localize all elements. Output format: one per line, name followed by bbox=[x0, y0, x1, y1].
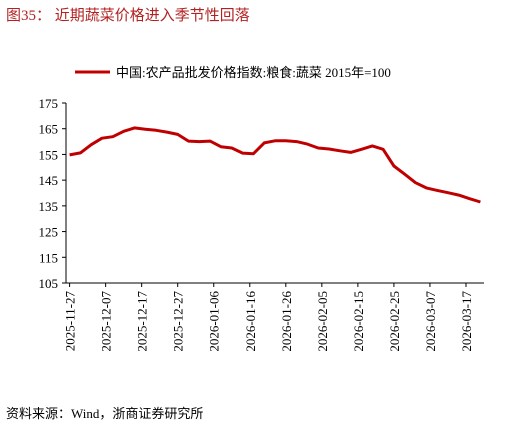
y-tick-label: 115 bbox=[39, 250, 58, 265]
series-line bbox=[69, 126, 481, 204]
x-tick-label: 2026-03-17 bbox=[459, 291, 474, 352]
chart-title: 图35： 近期蔬菜价格进入季节性回落 bbox=[6, 7, 250, 24]
y-tick-label: 165 bbox=[39, 122, 59, 137]
y-tick-label: 125 bbox=[39, 225, 59, 240]
source-note: 资料来源：Wind，浙商证券研究所 bbox=[6, 406, 203, 421]
x-tick-label: 2026-02-15 bbox=[351, 291, 366, 352]
x-tick-label: 2026-02-05 bbox=[315, 291, 330, 352]
x-tick-label: 2026-02-25 bbox=[387, 291, 402, 352]
x-tick-label: 2025-11-27 bbox=[63, 291, 78, 352]
y-tick-label: 175 bbox=[39, 96, 59, 111]
y-tick-label: 155 bbox=[39, 147, 59, 162]
x-tick-label: 2026-01-06 bbox=[207, 291, 222, 352]
x-tick-label: 2026-03-07 bbox=[423, 291, 438, 352]
y-tick-label: 105 bbox=[39, 276, 59, 291]
y-tick-label: 145 bbox=[39, 173, 59, 188]
x-tick-label: 2026-01-26 bbox=[279, 291, 294, 352]
x-tick-label: 2025-12-17 bbox=[135, 291, 150, 352]
x-tick-label: 2026-01-16 bbox=[243, 291, 258, 352]
x-tick-label: 2025-12-27 bbox=[171, 291, 186, 352]
x-tick-label: 2025-12-07 bbox=[99, 291, 114, 352]
legend-label: 中国:农产品批发价格指数:粮食:蔬菜 2015年=100 bbox=[116, 65, 391, 80]
y-tick-label: 135 bbox=[39, 199, 59, 214]
